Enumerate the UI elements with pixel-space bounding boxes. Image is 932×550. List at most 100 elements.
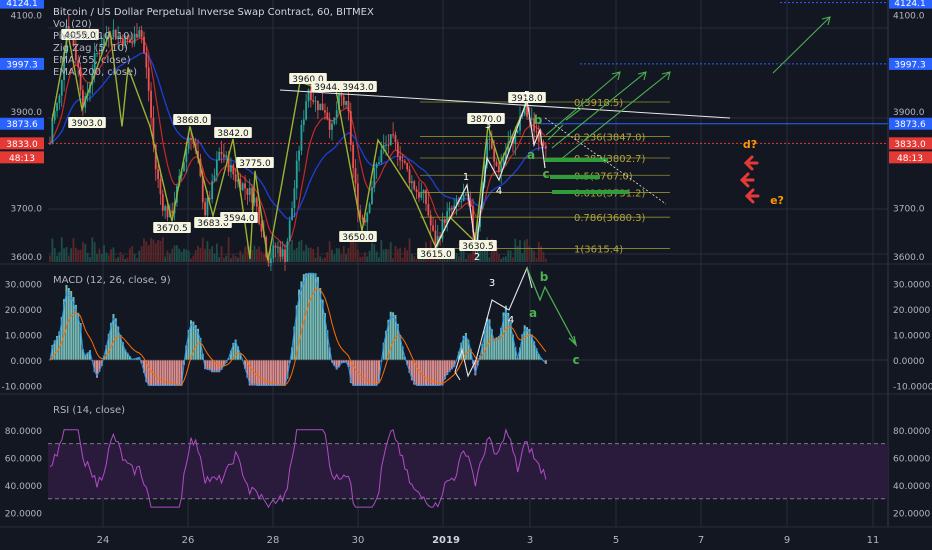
time-axis[interactable]: 24 26 28 30 2019 3 5 7 9 11 (97, 535, 880, 546)
volume-bar (206, 241, 209, 262)
macd-hist-bar (192, 321, 195, 360)
macd-hist-bar (178, 360, 181, 386)
volume-bar (455, 253, 458, 262)
candle-body (131, 42, 134, 44)
volume-bar (60, 237, 63, 262)
macd-tick-left-2: 10.0000 (5, 332, 42, 342)
candle-body (302, 119, 305, 125)
macd-hist-bar (284, 360, 286, 386)
wave-c: c (542, 167, 549, 181)
macd-hist-bar (406, 360, 409, 365)
macd-hist-bar (159, 360, 162, 386)
macd-hist-bar (537, 354, 540, 360)
macd-hist-bar (204, 360, 207, 370)
macd-hist-bar (486, 317, 489, 360)
volume-bar (526, 238, 528, 262)
volume-bar (403, 247, 406, 262)
red-arrow-0 (743, 155, 759, 171)
macd-wave-c: c (572, 353, 579, 367)
candle-body (154, 144, 157, 170)
candle-body (208, 197, 211, 200)
macd-wave-4: 4 (508, 315, 514, 326)
wave-5: 5 (524, 90, 530, 101)
legend-line-1: Vol (20) (53, 19, 92, 30)
macd-hist-bar (533, 341, 536, 360)
candle-body (486, 139, 488, 166)
volume-bar (63, 248, 65, 262)
candle-body (117, 36, 120, 40)
candle-body (239, 179, 242, 191)
volume-bar (159, 240, 162, 262)
volume-bar (467, 254, 470, 262)
macd-hist-bar (260, 360, 263, 386)
macd-hist-bar (399, 334, 402, 360)
rsi-tick-right-0: 80.0000 (893, 427, 930, 437)
macd-wave-3: 3 (489, 278, 495, 289)
candle-body (425, 190, 427, 204)
candle-body (354, 168, 357, 184)
volume-bar (84, 244, 87, 262)
macd-hist-bar (180, 360, 183, 386)
macd-hist-bar (269, 360, 272, 386)
macd-title: MACD (12, 26, close, 9) (53, 275, 171, 286)
volume-bar (79, 249, 82, 262)
candle-body (490, 138, 493, 149)
macd-hist-bar (105, 345, 108, 360)
volume-bar (218, 257, 221, 262)
volume-bar (493, 246, 496, 262)
wave-1: 1 (463, 172, 469, 183)
volume-bar (319, 256, 322, 262)
volume-bar (514, 238, 517, 262)
macd-hist-bar (300, 281, 303, 360)
macd-hist-bar (77, 312, 80, 360)
legend-line-4: EMA (55, close) (53, 55, 131, 66)
macd-hist-bar (497, 336, 500, 360)
volume-bar (185, 249, 188, 262)
macd-hist-bar (72, 297, 75, 360)
candle-body (185, 148, 188, 162)
volume-bar (382, 249, 385, 262)
macd-hist-bar (291, 347, 294, 360)
volume-bar (157, 240, 159, 262)
pivot-label-4: 3775.0 (239, 159, 271, 169)
volume-bar (223, 257, 225, 262)
volume-bar (307, 247, 310, 262)
legend-line-5: EMA (200, close) (53, 67, 137, 78)
badge-left-text-3: 3833.0 (6, 140, 38, 150)
macd-hist-bar (140, 360, 143, 364)
candle-body (371, 187, 373, 204)
price-tick-left-1: 3900.0 (11, 108, 43, 118)
macd-hist-bar (166, 360, 169, 386)
macd-hist-bar (535, 348, 538, 360)
candle-body (300, 124, 303, 151)
candle-body (152, 117, 155, 145)
volume-bar (58, 252, 61, 262)
candle-body (434, 230, 437, 246)
volume-bar (399, 247, 402, 262)
volume-bar (168, 253, 171, 262)
rsi-tick-left-3: 20.0000 (5, 510, 42, 520)
macd-hist-bar (53, 340, 56, 360)
candle-body (291, 208, 293, 221)
rsi-line (49, 427, 547, 509)
macd-hist-bar (389, 311, 392, 360)
candle-body (277, 246, 279, 248)
badge-right-4 (889, 151, 932, 164)
volume-bar (260, 251, 263, 262)
macd-hist-bar (413, 360, 416, 385)
volume-bar (302, 250, 305, 262)
candle-body (258, 206, 261, 224)
candle-body (237, 179, 239, 182)
rsi-axis: 80.0000 80.0000 60.0000 60.0000 40.0000 40.00… (5, 427, 931, 520)
macd-hist-bar (246, 360, 249, 378)
macd-hist-bar (164, 360, 167, 386)
volume-bar (392, 258, 394, 262)
macd-hist-bar (51, 344, 54, 360)
macd-hist-bar (326, 330, 329, 360)
candle-body (450, 207, 453, 210)
macd-hist-bar (100, 360, 103, 366)
volume-bar (380, 239, 383, 262)
volume-bar (530, 248, 533, 262)
macd-hist-bar (145, 360, 148, 383)
